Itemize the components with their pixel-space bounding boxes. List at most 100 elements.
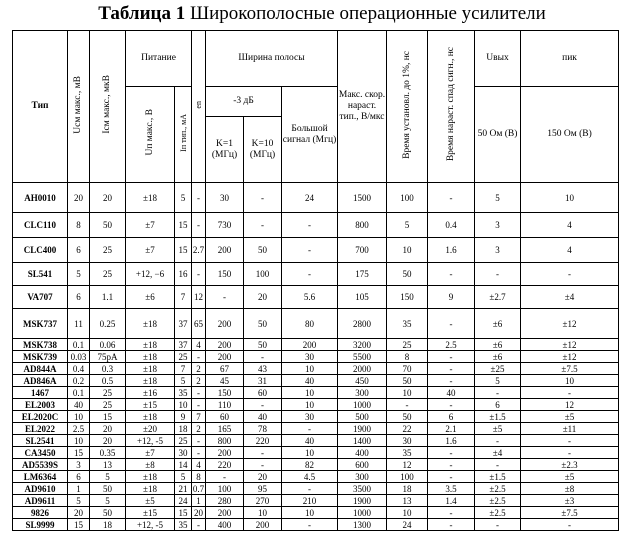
cell-settling: 100 [386, 470, 429, 483]
cell-en: 65 [191, 308, 207, 339]
cell-out-150ohm: ±12 [520, 308, 620, 339]
cell-rise: - [427, 458, 476, 471]
cell-uoffset: 2.5 [67, 422, 90, 435]
header-large-signal: Большой сигнал (Мгц) [281, 86, 339, 183]
cell-supply-current: 7 [173, 285, 193, 309]
cell-slew-rate: 2800 [337, 308, 388, 339]
cell-supply-current: 21 [173, 482, 193, 495]
cell-k10: - [243, 458, 283, 471]
cell-en: 20 [191, 506, 207, 519]
cell-slew-rate: 1500 [337, 182, 388, 213]
cell-out-50ohm: 5 [474, 374, 522, 387]
cell-type: MSK738 [12, 338, 68, 351]
cell-supply-voltage: +12, −6 [125, 262, 175, 286]
cell-out-50ohm: - [474, 434, 522, 447]
cell-rise: - [427, 262, 476, 286]
cell-large-signal: 4.5 [281, 470, 339, 483]
cell-supply-voltage: ±7 [125, 212, 175, 238]
cell-out-150ohm: ±11 [520, 422, 620, 435]
cell-ioffset: 0.5 [89, 374, 126, 387]
cell-type: AD9610 [12, 482, 68, 495]
cell-uoffset: 0.4 [67, 362, 90, 375]
cell-ioffset: 75pA [89, 350, 126, 363]
cell-large-signal: 10 [281, 446, 339, 459]
cell-type: EL2020C [12, 410, 68, 423]
cell-en: 2 [191, 422, 207, 435]
cell-out-150ohm: 12 [520, 398, 620, 411]
cell-k1: 730 [205, 212, 245, 238]
cell-k1: 110 [205, 398, 245, 411]
cell-large-signal: - [281, 518, 339, 531]
table-row: 9826 20 50 ±15 15 20 200 10 10 1000 10- ±2.5 ±7.5 [12, 506, 620, 519]
cell-settling: 10 [386, 237, 429, 263]
cell-en: - [191, 398, 207, 411]
cell-ioffset: 0.35 [89, 446, 126, 459]
table-row: CLC400 6 25 ±7 15 2.7 200 50-700 10 1.6 3 4 [12, 237, 620, 263]
cell-settling: 18 [386, 482, 429, 495]
cell-supply-current: 5 [173, 470, 193, 483]
cell-ioffset: 20 [89, 182, 126, 213]
cell-ioffset: 5 [89, 470, 126, 483]
cell-supply-current: 25 [173, 434, 193, 447]
header-k1: K=1 (МГц) [205, 116, 245, 183]
cell-uoffset: 15 [67, 446, 90, 459]
cell-large-signal: 30 [281, 350, 339, 363]
cell-out-50ohm: ±2.7 [474, 285, 522, 309]
cell-type: EL2022 [12, 422, 68, 435]
cell-large-signal: 80 [281, 308, 339, 339]
cell-settling: 22 [386, 422, 429, 435]
cell-out-150ohm: ±7.5 [520, 362, 620, 375]
cell-out-50ohm: ±4 [474, 446, 522, 459]
cell-uoffset: 6 [67, 237, 90, 263]
cell-out-50ohm: 6 [474, 398, 522, 411]
cell-en: 2 [191, 362, 207, 375]
cell-en: 0.7 [191, 482, 207, 495]
cell-k1: 100 [205, 482, 245, 495]
cell-supply-current: 25 [173, 350, 193, 363]
header-supply-voltage: Uп макс., В [125, 86, 175, 183]
cell-type: AH0010 [12, 182, 68, 213]
cell-uoffset: 0.2 [67, 374, 90, 387]
cell-supply-voltage: ±20 [125, 422, 175, 435]
table-row: CLC110 8 50 ±7 15-730- -800 5 0.4 3 4 [12, 212, 620, 238]
cell-en: 2 [191, 374, 207, 387]
table-row: MSK738 0.1 0.06 ±18 37 4 200 50 200 3200 25 2.5 ±6 ±1… [12, 338, 620, 351]
cell-k10: - [243, 398, 283, 411]
cell-ioffset: 15 [89, 410, 126, 423]
cell-supply-current: 15 [173, 212, 193, 238]
cell-uoffset: 8 [67, 212, 90, 238]
cell-k1: 200 [205, 446, 245, 459]
header-bandwidth: Ширина полосы [205, 30, 339, 87]
cell-rise: - [427, 506, 476, 519]
cell-en: - [191, 262, 207, 286]
cell-supply-current: 5 [173, 374, 193, 387]
cell-ioffset: 50 [89, 506, 126, 519]
table-row: CA3450 15 0.35 ±7 30-200-10 400 35- ±4- [12, 446, 620, 459]
cell-ioffset: 0.25 [89, 308, 126, 339]
cell-k10: 43 [243, 362, 283, 375]
header-supply-current: Iп тип., мА [173, 86, 193, 183]
cell-out-50ohm: ±1.5 [474, 470, 522, 483]
cell-rise: - [427, 182, 476, 213]
cell-uoffset: 10 [67, 410, 90, 423]
cell-k1: 150 [205, 386, 245, 399]
cell-supply-current: 30 [173, 446, 193, 459]
cell-out-150ohm: ±12 [520, 338, 620, 351]
cell-k1: 200 [205, 350, 245, 363]
cell-out-150ohm: 4 [520, 237, 620, 263]
cell-k1: 30 [205, 182, 245, 213]
cell-supply-voltage: ±16 [125, 386, 175, 399]
cell-type: CLC110 [12, 212, 68, 238]
cell-rise: - [427, 446, 476, 459]
cell-large-signal: 24 [281, 182, 339, 213]
cell-k1: 200 [205, 308, 245, 339]
cell-out-50ohm: - [474, 518, 522, 531]
cell-supply-current: 9 [173, 410, 193, 423]
table-number: Таблица 1 [98, 3, 186, 24]
cell-large-signal: 82 [281, 458, 339, 471]
cell-large-signal: 10 [281, 506, 339, 519]
cell-slew-rate: 1900 [337, 422, 388, 435]
cell-large-signal: 40 [281, 434, 339, 447]
cell-out-50ohm: 3 [474, 237, 522, 263]
cell-supply-current: 7 [173, 362, 193, 375]
